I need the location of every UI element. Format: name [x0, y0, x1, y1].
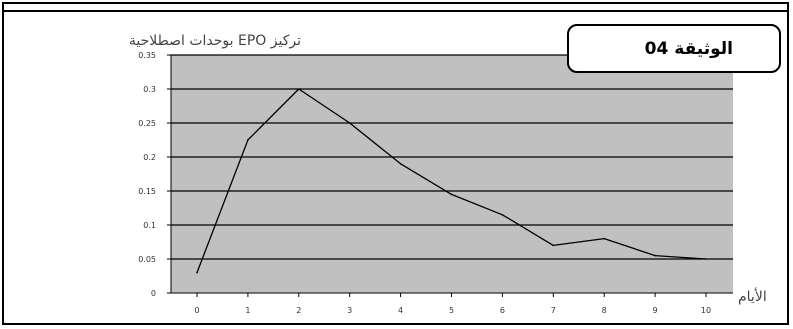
y-tick-labels: 0 0.05 0.1 0.15 0.2 0.25 0.3 0.35 — [138, 51, 156, 298]
y-axis-label: تركيز EPO بوحدات اصطلاحية — [128, 33, 301, 49]
data-point — [247, 139, 249, 141]
y-tick-label: 0.35 — [138, 51, 156, 60]
x-tick-label: 0 — [194, 306, 199, 315]
x-tick-labels: 0 1 2 3 4 5 6 7 8 9 10 — [194, 293, 711, 315]
y-tick-label: 0.05 — [138, 255, 156, 264]
data-point — [298, 88, 300, 90]
data-point — [501, 214, 504, 216]
x-tick-label: 8 — [602, 306, 607, 315]
x-tick-label: 7 — [551, 306, 556, 315]
series-group — [196, 88, 707, 274]
x-tick-label: 9 — [653, 306, 658, 315]
plot-area — [171, 55, 733, 293]
y-tick-label: 0.2 — [143, 153, 156, 162]
y-tick-label: 0.25 — [138, 119, 156, 128]
data-point — [399, 163, 402, 165]
x-tick-label: 6 — [500, 306, 505, 315]
data-point — [654, 254, 656, 257]
x-tick-label: 5 — [449, 306, 454, 315]
x-tick-label: 2 — [296, 306, 301, 315]
y-tick-label: 0.1 — [143, 221, 156, 230]
y-tick-label: 0 — [151, 289, 156, 298]
x-axis-label: الأيام — [738, 289, 767, 305]
top-rule — [2, 10, 789, 12]
x-tick-label: 10 — [701, 306, 711, 315]
document-label: الوثيقة 04 — [644, 38, 733, 59]
data-point — [552, 244, 555, 247]
data-point — [196, 271, 198, 274]
data-point — [603, 237, 605, 240]
x-tick-label: 1 — [245, 306, 250, 315]
x-tick-label: 3 — [347, 306, 352, 315]
data-point — [348, 122, 351, 124]
figure-frame — [2, 2, 789, 325]
data-point — [450, 193, 453, 196]
data-point — [705, 258, 707, 260]
document-label-box: الوثيقة 04 — [567, 24, 781, 73]
y-tick-label: 0.3 — [143, 85, 156, 94]
y-tick-label: 0.15 — [138, 187, 156, 196]
x-tick-label: 4 — [398, 306, 403, 315]
